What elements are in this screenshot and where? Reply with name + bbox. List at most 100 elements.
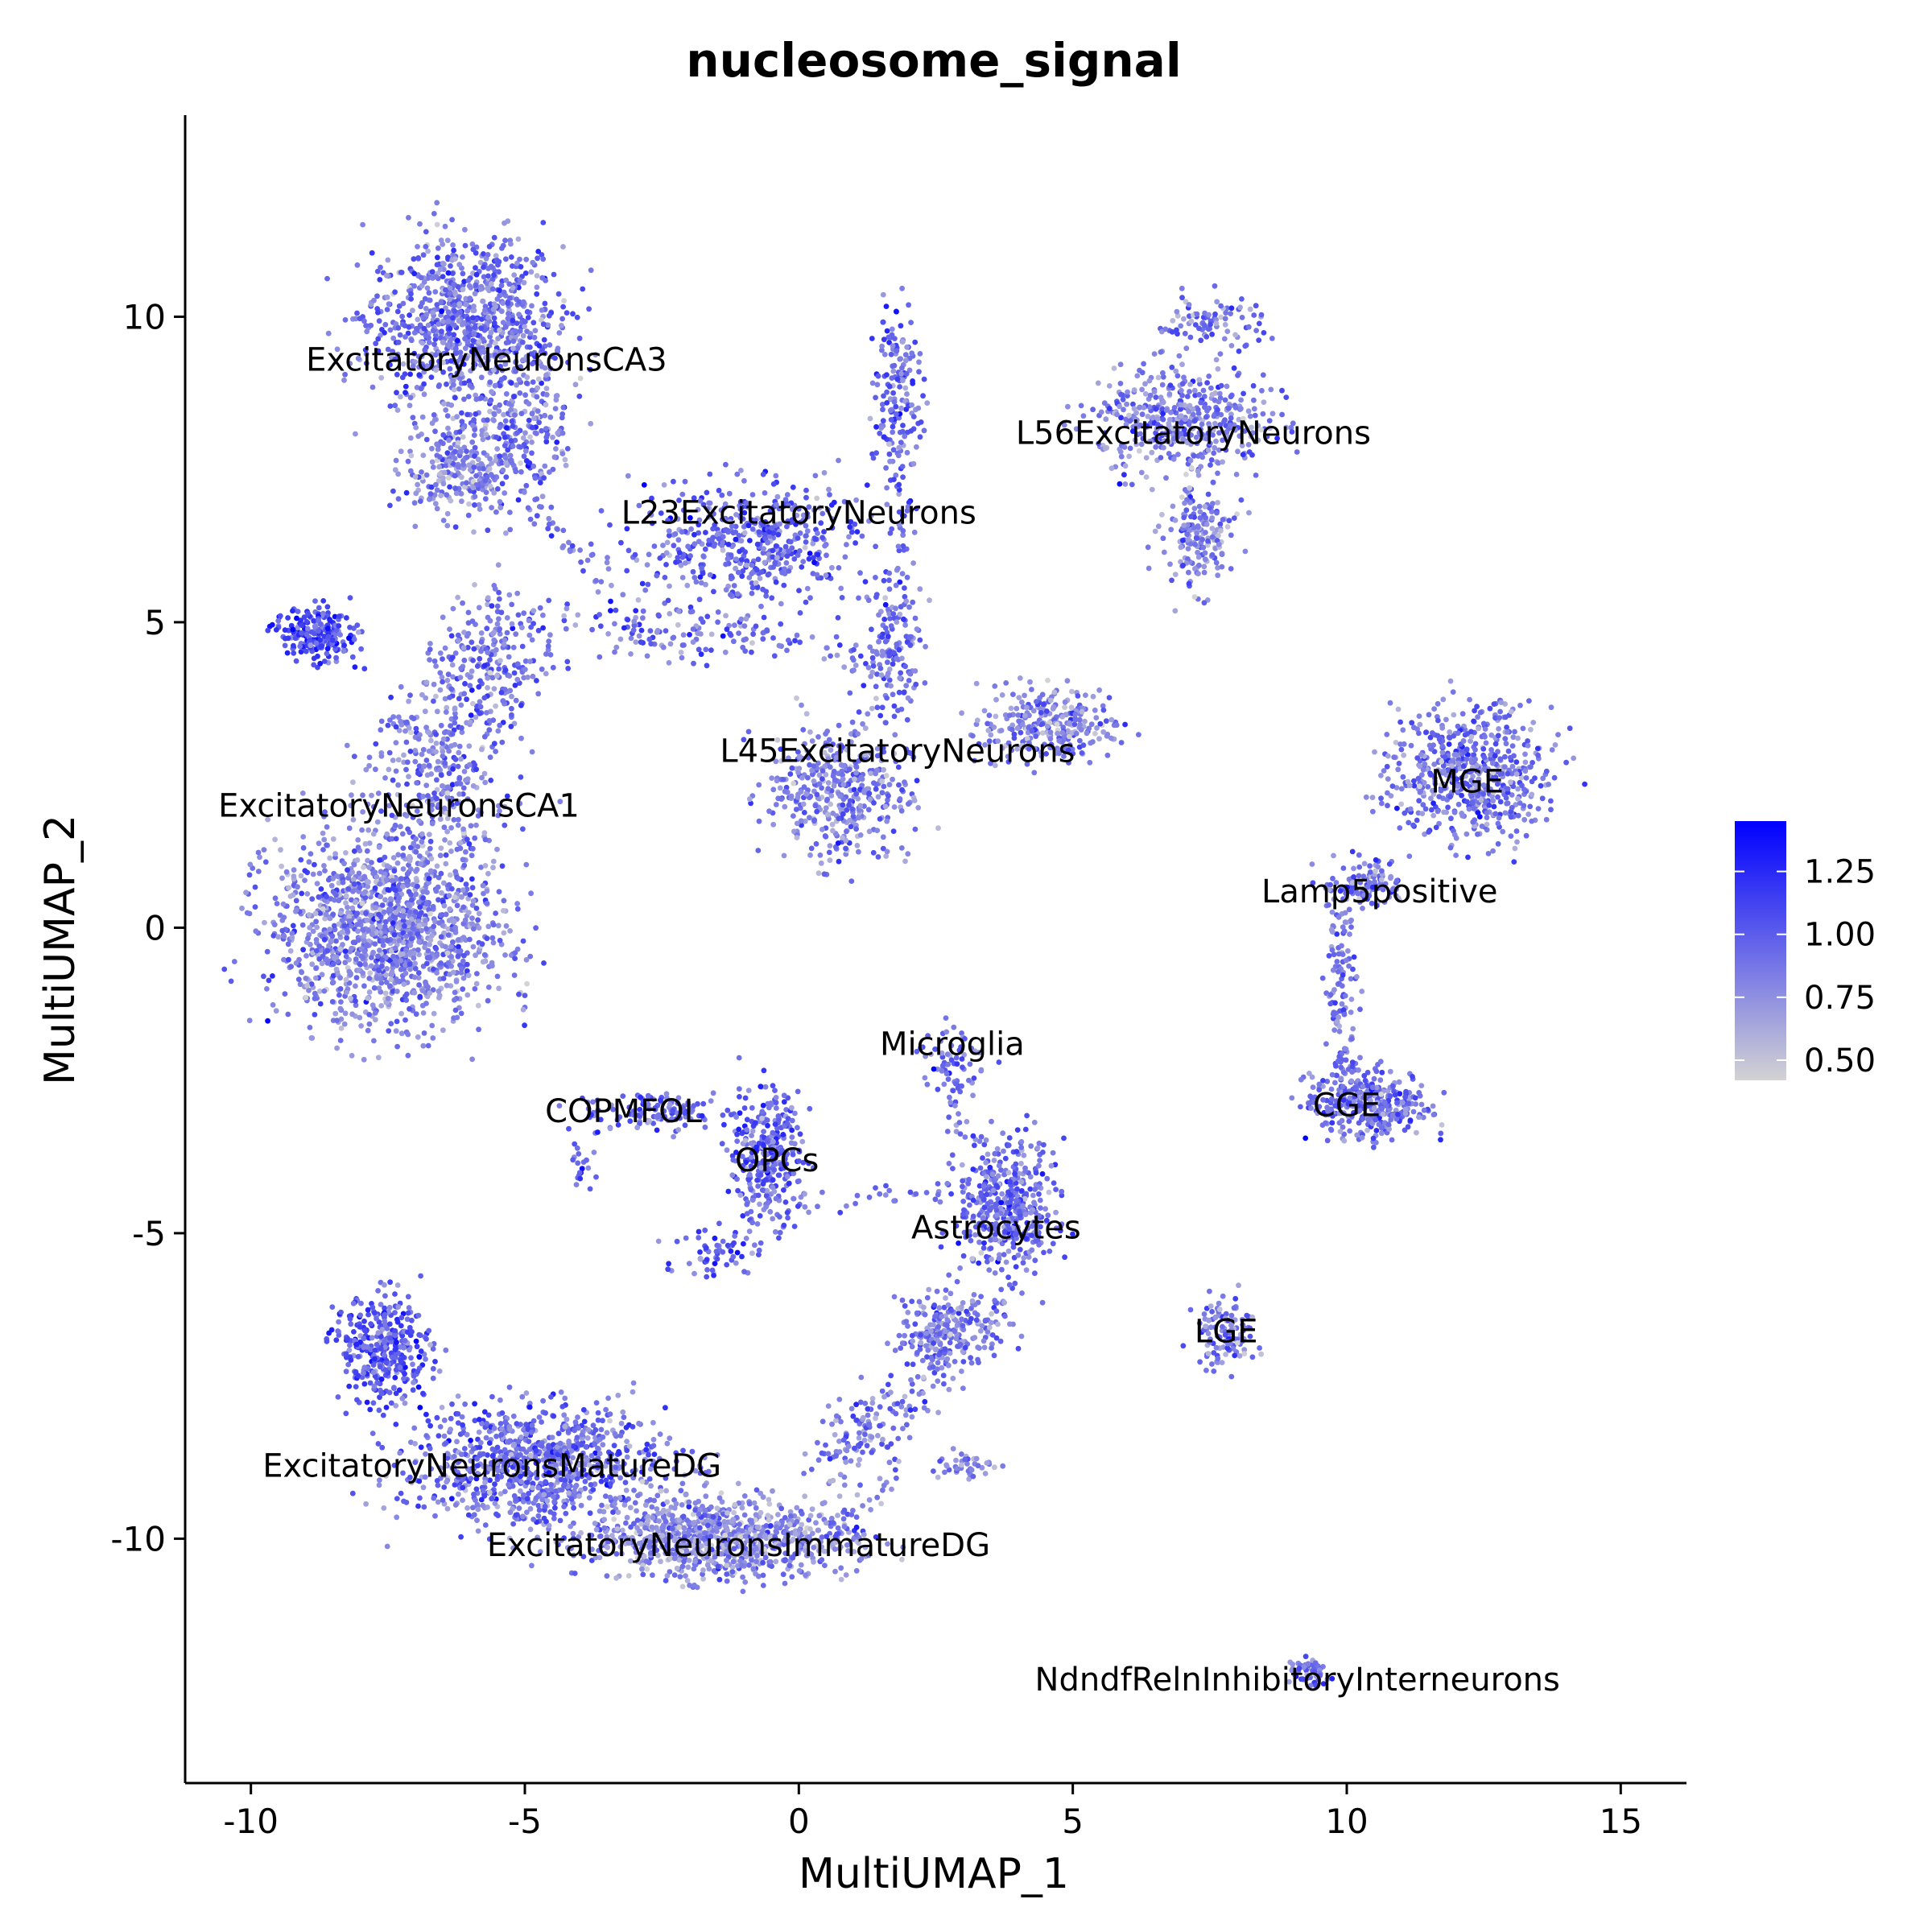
scatter-point-excitatoryneuronsca3 [488, 329, 494, 336]
scatter-point-excitatoryneuronsca1 [476, 605, 482, 611]
scatter-point-excitatoryneuronsca1 [303, 994, 309, 1001]
scatter-point-l23excitatoryneurons [826, 486, 832, 493]
scatter-point-excitatoryneuronsca3 [504, 425, 510, 431]
scatter-point-excitatoryneuronsca3 [536, 419, 542, 426]
scatter-point-excitatoryneuronsca3 [492, 352, 498, 358]
scatter-point-excitatoryneuronsca1 [358, 1023, 364, 1029]
scatter-point-l23excitatoryneurons [884, 485, 890, 491]
scatter-point-l23excitatoryneurons [916, 369, 922, 375]
scatter-point-l45excitatoryneurons [874, 704, 881, 711]
scatter-point-l45excitatoryneurons [835, 840, 841, 846]
scatter-point-l45excitatoryneurons [830, 828, 836, 834]
scatter-point-excitatoryneuronsca1 [343, 976, 349, 983]
scatter-point-excitatoryneuronsca3 [466, 501, 472, 507]
scatter-point-l23excitatoryneurons [731, 583, 737, 588]
scatter-point-l45excitatoryneurons [865, 807, 872, 813]
scatter-point-excitatoryneuronsca1 [369, 860, 374, 865]
scatter-point-excitatoryneuronsca1 [330, 972, 336, 979]
scatter-point-excitatoryneuronsca1 [388, 926, 394, 932]
scatter-point-l23excitatoryneurons [839, 595, 845, 601]
scatter-point-excitatoryneuronsca1 [448, 848, 454, 854]
scatter-point-excitatoryneuronsca1 [343, 893, 349, 899]
scatter-point-l23excitatoryneurons [873, 543, 878, 550]
scatter-point-excitatoryneuronsca1 [350, 817, 357, 823]
scatter-point-l45excitatoryneurons [805, 774, 811, 781]
scatter-point-excitatoryneuronsca1 [425, 1042, 431, 1049]
scatter-point-excitatoryneuronsca3 [520, 435, 526, 441]
scatter-point-excitatoryneuronsca1 [370, 926, 377, 932]
scatter-point-excitatoryneuronsca3 [432, 289, 439, 295]
scatter-point-excitatoryneuronsca1 [313, 975, 319, 981]
scatter-point-excitatoryneuronsca1 [312, 996, 318, 1001]
scatter-point-excitatoryneuronsca3 [470, 337, 477, 344]
scatter-point-l23excitatoryneurons [644, 562, 650, 568]
scatter-point-l23excitatoryneurons [617, 636, 624, 642]
scatter-point-excitatoryneuronsca1 [281, 933, 287, 939]
scatter-point-l45excitatoryneurons [1108, 735, 1114, 741]
scatter-point-excitatoryneuronsca1 [346, 968, 353, 975]
scatter-point-excitatoryneuronsca1 [428, 771, 435, 777]
scatter-point-excitatoryneuronsca1 [291, 650, 297, 656]
scatter-point-l23excitatoryneurons [881, 352, 888, 357]
scatter-point-excitatoryneuronsca1 [487, 670, 493, 676]
scatter-point-excitatoryneuronsca1 [423, 901, 430, 907]
scatter-point-excitatoryneuronsca1 [449, 662, 456, 668]
scatter-point-l23excitatoryneurons [738, 538, 745, 544]
scatter-point-excitatoryneuronsca3 [419, 299, 425, 306]
scatter-point-excitatoryneuronsca3 [398, 270, 404, 275]
scatter-point-excitatoryneuronsca3 [482, 477, 489, 484]
scatter-point-excitatoryneuronsca1 [365, 1027, 371, 1034]
scatter-point-excitatoryneuronsca1 [379, 902, 386, 908]
scatter-point-l23excitatoryneurons [891, 362, 898, 369]
scatter-point-excitatoryneuronsca1 [493, 703, 498, 709]
scatter-point-excitatoryneuronsca3 [452, 473, 458, 479]
scatter-point-l23excitatoryneurons [638, 627, 645, 634]
scatter-point-excitatoryneuronsca3 [362, 347, 369, 353]
scatter-point-excitatoryneuronsca3 [438, 493, 444, 498]
scatter-point-l45excitatoryneurons [871, 800, 877, 806]
scatter-point-excitatoryneuronsca3 [534, 431, 539, 436]
scatter-point-excitatoryneuronsca3 [477, 259, 484, 266]
scatter-point-excitatoryneuronsca3 [411, 270, 417, 277]
scatter-point-excitatoryneuronsca3 [559, 316, 565, 322]
scatter-point-excitatoryneuronsca1 [444, 828, 450, 835]
scatter-point-excitatoryneuronsca3 [376, 318, 382, 324]
scatter-point-excitatoryneuronsca3 [496, 258, 502, 265]
scatter-point-excitatoryneuronsca3 [522, 430, 528, 436]
scatter-point-excitatoryneuronsca1 [332, 956, 338, 962]
scatter-point-excitatoryneuronsca3 [516, 299, 522, 305]
scatter-point-excitatoryneuronsca3 [342, 317, 349, 323]
scatter-point-excitatoryneuronsca3 [425, 275, 431, 281]
scatter-point-excitatoryneuronsca3 [423, 436, 430, 443]
scatter-point-excitatoryneuronsca1 [308, 629, 315, 635]
scatter-point-excitatoryneuronsca3 [499, 246, 505, 251]
scatter-point-excitatoryneuronsca1 [453, 979, 460, 985]
scatter-point-l45excitatoryneurons [831, 782, 837, 789]
scatter-point-excitatoryneuronsca1 [454, 1014, 460, 1021]
scatter-point-excitatoryneuronsca1 [457, 675, 464, 680]
scatter-point-l23excitatoryneurons [662, 575, 668, 580]
scatter-point-excitatoryneuronsca1 [354, 910, 361, 917]
scatter-point-excitatoryneuronsca1 [383, 877, 390, 883]
scatter-point-excitatoryneuronsca1 [543, 671, 549, 677]
scatter-point-excitatoryneuronsca3 [543, 426, 549, 431]
scatter-point-excitatoryneuronsca1 [304, 983, 310, 989]
scatter-point-l45excitatoryneurons [773, 802, 779, 807]
scatter-point-l45excitatoryneurons [912, 826, 919, 832]
scatter-point-excitatoryneuronsca1 [523, 956, 530, 963]
scatter-point-excitatoryneuronsca1 [473, 906, 480, 911]
scatter-point-excitatoryneuronsca1 [344, 989, 349, 996]
scatter-point-excitatoryneuronsca3 [384, 294, 390, 300]
scatter-point-excitatoryneuronsca1 [345, 867, 350, 873]
scatter-point-excitatoryneuronsca1 [415, 947, 421, 953]
scatter-point-l23excitatoryneurons [700, 554, 707, 559]
scatter-point-l45excitatoryneurons [881, 617, 888, 622]
scatter-point-l45excitatoryneurons [847, 690, 853, 696]
scatter-point-excitatoryneuronsca1 [469, 1056, 475, 1063]
scatter-point-excitatoryneuronsca1 [409, 897, 415, 903]
scatter-point-l23excitatoryneurons [772, 560, 778, 566]
scatter-point-l23excitatoryneurons [786, 548, 791, 554]
scatter-point-excitatoryneuronsca1 [470, 658, 476, 663]
scatter-point-l45excitatoryneurons [791, 813, 796, 819]
